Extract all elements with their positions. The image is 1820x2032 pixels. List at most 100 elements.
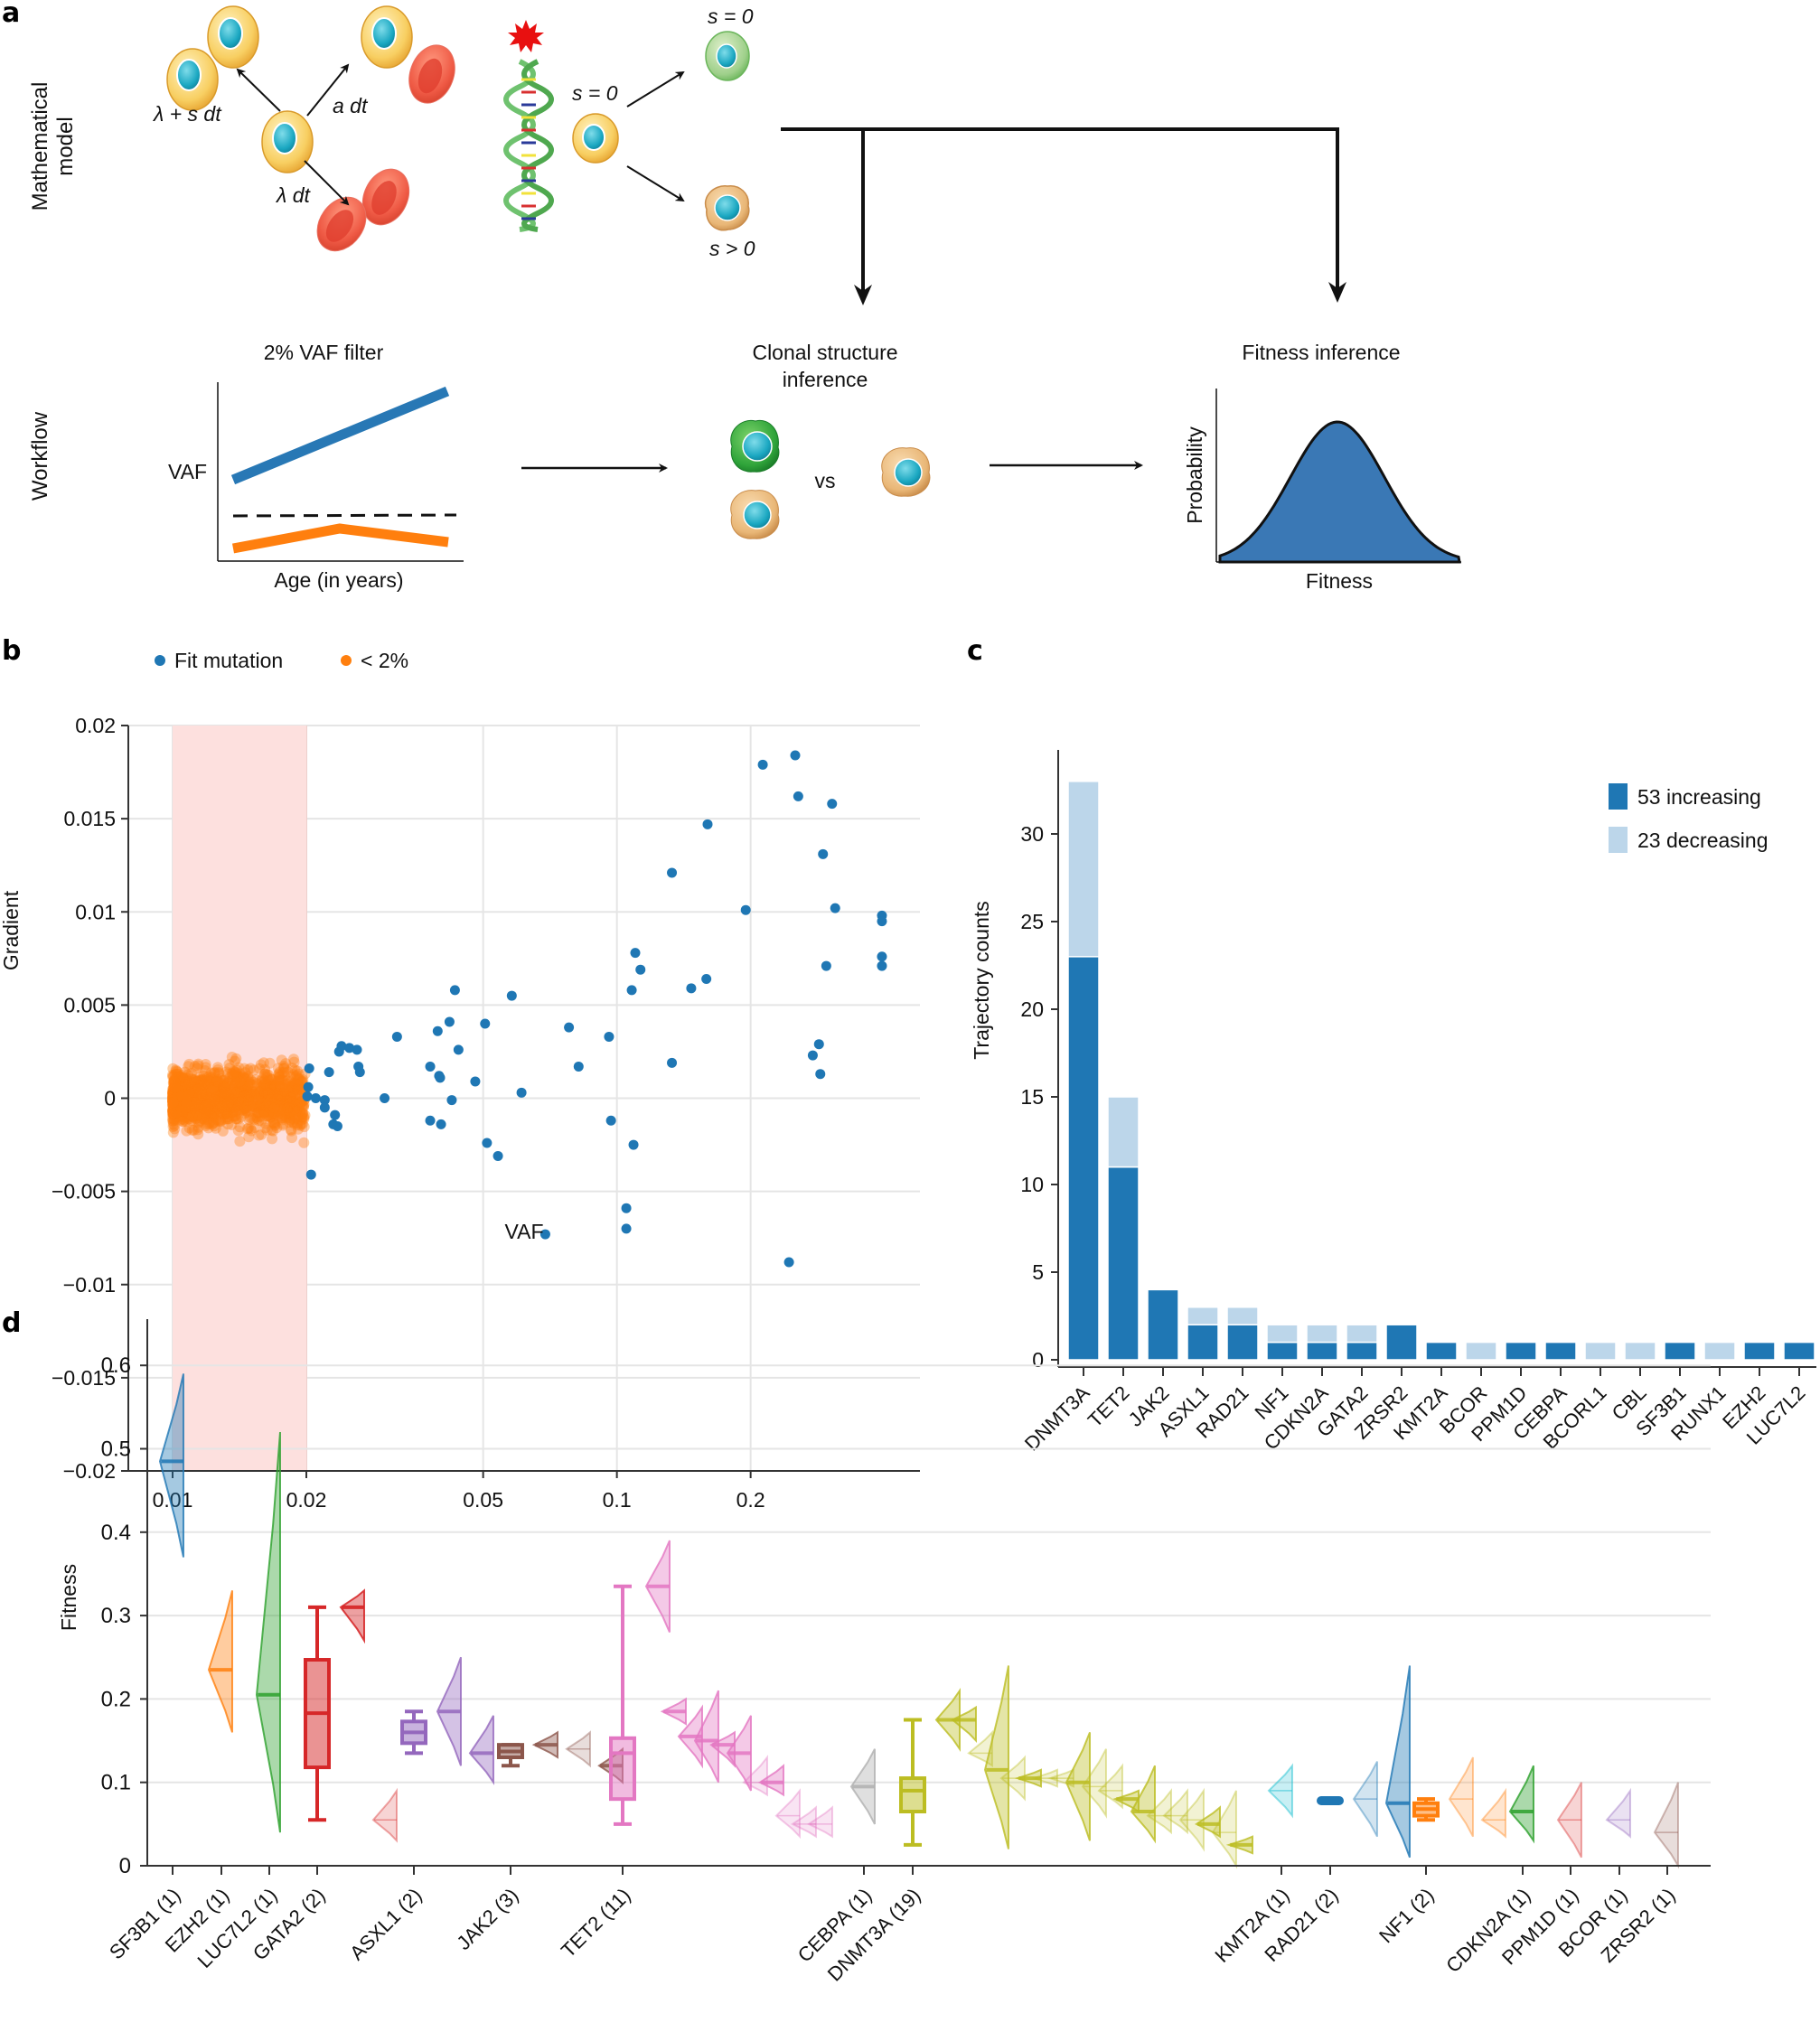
data-point — [210, 1099, 220, 1110]
data-point — [184, 1083, 196, 1095]
data-point — [238, 1085, 249, 1097]
rate-division-label: λ + s dt — [152, 102, 222, 126]
data-point — [265, 1072, 277, 1084]
data-point — [205, 1067, 217, 1079]
data-point — [233, 1103, 245, 1115]
data-point — [189, 1061, 201, 1072]
data-point — [213, 1105, 225, 1117]
data-point — [170, 1095, 181, 1107]
data-point — [276, 1112, 287, 1124]
data-point — [169, 1083, 180, 1095]
data-point — [190, 1092, 201, 1104]
legend-label-decreasing: 23 decreasing — [1637, 829, 1768, 852]
data-point — [257, 1088, 268, 1100]
arrow-icon — [626, 70, 685, 108]
violin-half — [1384, 1665, 1411, 1859]
data-point — [283, 1112, 295, 1124]
data-point — [240, 1072, 252, 1084]
data-point — [268, 1102, 280, 1114]
cell-icon — [261, 110, 314, 173]
data-point — [236, 1096, 248, 1108]
data-point — [211, 1095, 222, 1107]
data-point — [182, 1112, 193, 1124]
bar-increasing — [1346, 1341, 1378, 1361]
data-point — [352, 1044, 362, 1055]
vs-label: vs — [815, 469, 836, 492]
data-point — [206, 1104, 218, 1116]
violin-half — [1178, 1787, 1205, 1852]
data-point — [295, 1081, 306, 1092]
data-point — [202, 1089, 213, 1100]
data-point — [283, 1101, 295, 1113]
data-point — [204, 1077, 216, 1089]
data-point — [224, 1092, 235, 1103]
data-point — [250, 1100, 262, 1110]
data-point — [179, 1066, 191, 1078]
neutral-s-label: s = 0 — [708, 5, 754, 28]
data-point — [298, 1101, 309, 1113]
data-point — [168, 1099, 180, 1110]
data-point — [291, 1065, 303, 1077]
data-point — [239, 1063, 250, 1074]
data-point — [267, 1118, 279, 1129]
data-point — [180, 1083, 191, 1095]
data-point — [220, 1097, 232, 1109]
data-point — [171, 1089, 183, 1100]
data-point — [621, 1203, 632, 1213]
data-point — [263, 1110, 274, 1121]
y-tick-label: −0.005 — [52, 1180, 116, 1203]
data-point — [234, 1081, 246, 1092]
data-point — [213, 1067, 224, 1078]
data-point — [269, 1089, 281, 1100]
violin-half — [790, 1805, 817, 1839]
data-point — [172, 1085, 183, 1097]
data-point — [173, 1085, 184, 1096]
data-point — [168, 1082, 180, 1093]
data-point — [196, 1088, 208, 1100]
data-point — [219, 1091, 230, 1102]
data-point — [285, 1071, 296, 1082]
data-point — [269, 1081, 281, 1092]
data-point — [239, 1091, 250, 1102]
data-point — [192, 1063, 203, 1074]
data-point — [238, 1091, 249, 1103]
data-point — [757, 759, 768, 770]
data-point — [192, 1109, 203, 1120]
data-point — [199, 1080, 211, 1091]
data-point — [167, 1118, 179, 1129]
data-point — [183, 1087, 195, 1099]
y-tick-label: 30 — [1020, 822, 1044, 846]
data-point — [285, 1124, 296, 1136]
data-point — [239, 1090, 250, 1101]
data-point — [222, 1109, 234, 1120]
data-point — [167, 1095, 179, 1107]
data-point — [234, 1121, 246, 1133]
data-point — [219, 1089, 230, 1100]
data-point — [188, 1112, 200, 1124]
y-tick-label: 20 — [1020, 997, 1044, 1021]
bar-decreasing — [1703, 1341, 1736, 1361]
data-point — [177, 1100, 189, 1112]
data-point — [215, 1107, 227, 1118]
data-point — [169, 1080, 181, 1091]
data-point — [210, 1094, 221, 1106]
y-tick-label: 0 — [1032, 1348, 1044, 1372]
data-point — [180, 1086, 192, 1097]
data-point — [191, 1102, 202, 1114]
data-point — [284, 1114, 296, 1126]
y-tick-label: 0 — [119, 1854, 131, 1878]
data-point — [235, 1097, 247, 1109]
data-point — [185, 1099, 197, 1110]
data-point — [176, 1077, 188, 1089]
data-point — [215, 1098, 227, 1110]
data-point — [221, 1101, 232, 1112]
data-point — [171, 1081, 183, 1092]
data-point — [267, 1101, 278, 1113]
data-point — [258, 1105, 269, 1117]
data-point — [285, 1099, 296, 1110]
data-point — [262, 1069, 274, 1081]
data-point — [223, 1076, 234, 1088]
data-point — [176, 1086, 188, 1098]
data-point — [259, 1118, 271, 1129]
data-point — [245, 1091, 257, 1102]
